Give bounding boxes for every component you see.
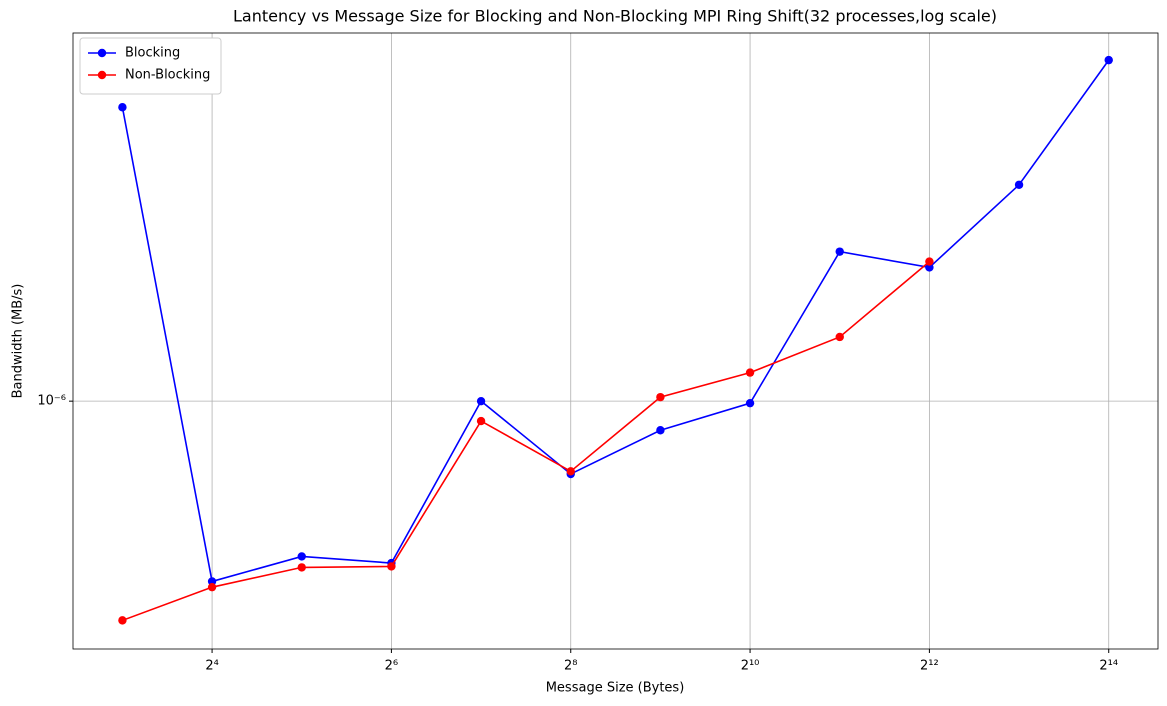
point — [118, 616, 127, 625]
x-axis-label: Message Size (Bytes) — [546, 681, 685, 696]
point — [925, 263, 934, 272]
point — [118, 103, 127, 112]
x-tick-label: 2¹² — [920, 659, 939, 674]
legend-marker — [97, 48, 107, 58]
series-line — [122, 260, 930, 622]
point — [387, 562, 396, 571]
point — [745, 368, 755, 377]
point — [207, 582, 217, 592]
plot-frame — [72, 32, 1159, 650]
legend-label: Non-Blocking — [125, 68, 210, 83]
y-tick-label: 10⁻⁶ — [37, 394, 66, 409]
x-tick-label: 2⁶ — [385, 659, 398, 674]
point — [835, 332, 844, 342]
x-tick-label: 2¹⁴ — [1099, 659, 1118, 674]
x-tick-label: 2¹⁰ — [741, 659, 760, 674]
point — [566, 467, 575, 476]
point — [656, 426, 665, 435]
point — [745, 398, 755, 408]
point — [1014, 180, 1024, 189]
point — [476, 396, 486, 406]
point — [297, 563, 306, 572]
x-tick-label: 2⁴ — [205, 659, 218, 674]
point — [835, 247, 844, 256]
legend-marker — [97, 70, 107, 80]
x-tick-label: 2⁸ — [564, 659, 577, 674]
point — [476, 416, 486, 426]
legend-label: Blocking — [125, 46, 180, 61]
chart-title: Lantency vs Message Size for Blocking an… — [233, 7, 997, 26]
series-line — [121, 59, 1110, 583]
point — [656, 392, 665, 402]
legend-box — [79, 37, 222, 95]
y-axis-label: Bandwidth (MB/s) — [11, 284, 26, 399]
point — [297, 552, 306, 561]
point — [925, 257, 934, 266]
point — [1104, 55, 1113, 65]
